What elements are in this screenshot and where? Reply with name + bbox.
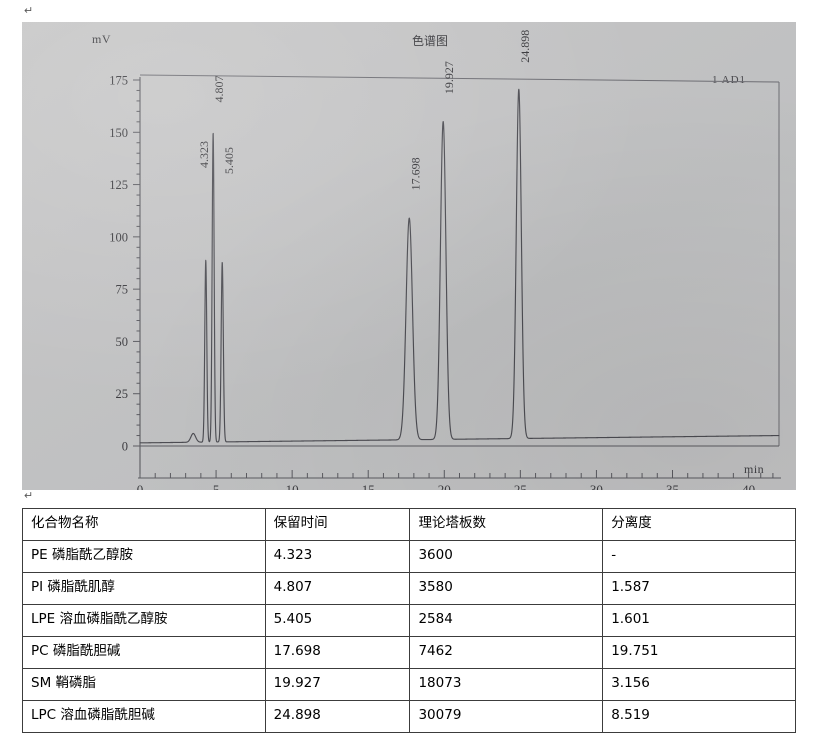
cell-resolution: - [602, 540, 796, 573]
cell-compound-name: PI 磷脂酰肌醇 [22, 572, 266, 605]
header-retention-time: 保留时间 [264, 508, 411, 541]
y-tick-label: 175 [109, 74, 128, 88]
y-tick-label: 150 [109, 126, 128, 140]
cell-compound-name: SM 鞘磷脂 [22, 668, 266, 701]
x-tick-label: 10 [286, 482, 299, 490]
table-row: LPE 溶血磷脂酰乙醇胺 5.405 2584 1.601 [22, 604, 796, 637]
peak-label-24-898: 24.898 [518, 30, 532, 63]
cell-resolution: 1.587 [602, 572, 796, 605]
cell-retention-time: 24.898 [264, 700, 411, 733]
cell-retention-time: 5.405 [264, 604, 411, 637]
cell-retention-time: 4.807 [264, 572, 411, 605]
cell-compound-name: LPE 溶血磷脂酰乙醇胺 [22, 604, 266, 637]
x-tick-label: 40 [742, 482, 755, 490]
peak-label-4-323: 4.323 [197, 141, 211, 168]
cell-compound-name: PC 磷脂酰胆碱 [22, 636, 266, 669]
peak-label-4-807: 4.807 [212, 75, 226, 102]
table-row: PE 磷脂酰乙醇胺 4.323 3600- [22, 540, 796, 573]
paragraph-mark-top: ↵ [24, 5, 34, 17]
peak-retention-time-labels: 4.323 4.807 5.405 17.698 19.927 24.898 [197, 30, 532, 191]
chromatogram-trace [139, 88, 780, 444]
x-axis-ticks [138, 470, 781, 479]
y-tick-label: 25 [116, 387, 129, 401]
y-tick-label: 100 [109, 230, 128, 244]
table-row: PI 磷脂酰肌醇 4.807 3580 1.587 [22, 572, 796, 605]
peak-label-5-405: 5.405 [222, 147, 236, 174]
peak-label-19-927: 19.927 [442, 61, 456, 94]
cell-theoretical-plates: 7462 [409, 636, 604, 669]
peak-label-17-698: 17.698 [408, 157, 422, 190]
cell-compound-name: LPC 溶血磷脂酰胆碱 [22, 700, 266, 733]
cell-retention-time: 19.927 [264, 668, 411, 701]
x-tick-label: 35 [666, 482, 679, 490]
chart-title: 色谱图 [412, 34, 449, 48]
y-tick-label: 75 [116, 283, 129, 297]
y-tick-label: 0 [122, 440, 128, 454]
x-axis-tick-labels: 0 5 10 15 20 25 30 35 40 [137, 482, 755, 490]
paragraph-mark-middle: ↵ [24, 490, 34, 502]
table-header-row: 化合物名称 保留时间 理论塔板数 分离度 [22, 508, 796, 541]
y-axis-ticks [133, 79, 140, 447]
y-axis-tick-labels: 0 25 50 75 100 125 150 175 [109, 74, 128, 454]
y-tick-label: 125 [109, 178, 128, 192]
cell-theoretical-plates: 3580 [409, 572, 604, 605]
cell-theoretical-plates: 18073 [409, 668, 604, 701]
x-tick-label: 0 [137, 482, 144, 490]
cell-retention-time: 4.323 [264, 540, 411, 573]
trace-legend-label: 1 AD1 [712, 74, 747, 86]
x-tick-label: 30 [590, 482, 603, 490]
cell-resolution: 19.751 [602, 636, 796, 669]
x-tick-label: 25 [514, 482, 527, 490]
table-row: LPC 溶血磷脂酰胆碱 24.898 30079 8.519 [22, 700, 796, 733]
header-resolution: 分离度 [602, 508, 796, 541]
chromatogram-plot: 0 25 50 75 100 125 150 175 0 5 10 15 20 25 30 35 40 4.3… [109, 30, 781, 490]
plot-frame [139, 74, 780, 446]
y-tick-label: 50 [116, 335, 129, 349]
cell-theoretical-plates: 2584 [409, 604, 604, 637]
header-theoretical-plates: 理论塔板数 [409, 508, 604, 541]
cell-resolution: 8.519 [602, 700, 796, 733]
results-table: 化合物名称 保留时间 理论塔板数 分离度 PE 磷脂酰乙醇胺 4.323 3600-… [22, 508, 796, 733]
cell-resolution: 1.601 [602, 604, 796, 637]
cell-retention-time: 17.698 [264, 636, 411, 669]
x-tick-label: 20 [438, 482, 451, 490]
table-row: PC 磷脂酰胆碱 17.698 7462 19.751 [22, 636, 796, 669]
y-axis-unit-label: mV [92, 32, 111, 46]
cell-theoretical-plates: 30079 [409, 700, 604, 733]
table-row: SM 鞘磷脂 19.927 18073 3.156 [22, 668, 796, 701]
cell-compound-name: PE 磷脂酰乙醇胺 [22, 540, 266, 573]
x-tick-label: 5 [213, 482, 220, 490]
cell-resolution: 3.156 [602, 668, 796, 701]
header-compound-name: 化合物名称 [22, 508, 266, 541]
x-tick-label: 15 [362, 482, 375, 490]
cell-theoretical-plates: 3600 [409, 540, 604, 573]
